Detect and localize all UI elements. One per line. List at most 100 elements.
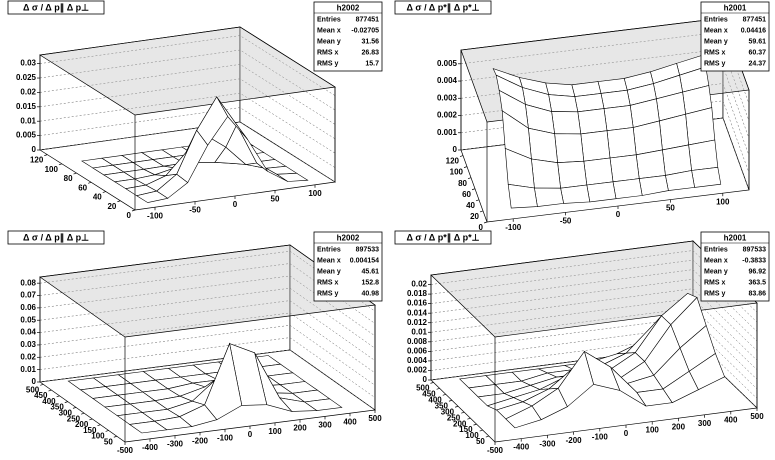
surface-cell — [507, 183, 538, 209]
x-tick-label: -200 — [192, 437, 209, 446]
x-tick-label: 200 — [672, 422, 686, 431]
panel: 0 0.001 0.002 0.003 0.004 0.005 -100 -50 0 50 100 0… — [394, 0, 770, 232]
z-tick-label: 0.025 — [16, 73, 37, 82]
stats-box — [313, 231, 383, 302]
z-tick-label: 0.07 — [20, 291, 36, 300]
y-tick-label: 100 — [91, 432, 105, 441]
stats-label: RMS x — [317, 49, 339, 56]
x-tick-label: 300 — [318, 421, 332, 430]
title-box — [394, 0, 492, 15]
z-tick-label: 0.02 — [20, 352, 36, 361]
surface-cell — [612, 178, 643, 200]
stats-value: 26.83 — [361, 49, 379, 56]
surface-cell — [554, 133, 585, 164]
x-tick-label: -300 — [539, 439, 556, 448]
z-tick-label: 0.02 — [411, 280, 427, 289]
y-tick-label: 150 — [459, 425, 473, 434]
x-tick-label: 100 — [268, 427, 282, 436]
y-tick — [467, 177, 472, 180]
surface-cell — [603, 105, 634, 132]
y-tick-label: 300 — [441, 407, 455, 416]
grid-line — [39, 275, 376, 337]
chart-title: Δ σ / Δ p∥ Δ p⊥ — [23, 2, 89, 13]
panel: 0 0.01 0.02 0.03 0.04 0.05 0.06 0.07 0.08 -500 -40… — [7, 230, 383, 455]
stats-label: Mean y — [317, 268, 341, 275]
y-tick-label: 100 — [450, 168, 464, 177]
x-tick-label: 200 — [293, 424, 307, 433]
grid-line — [39, 107, 336, 168]
y-tick — [473, 423, 477, 426]
stats-label: Mean x — [704, 257, 728, 264]
x-tick-label: -200 — [566, 436, 583, 445]
y-tick-label: 0 — [479, 223, 484, 232]
x-tick-label: 0 — [616, 210, 621, 219]
z-tick-label: 0.06 — [20, 303, 36, 312]
stats-label: Entries — [317, 246, 341, 253]
x-tick-label: 500 — [368, 414, 382, 423]
stats-box — [700, 1, 770, 72]
stats-value: 96.92 — [748, 268, 766, 275]
stats-label: RMS x — [704, 49, 726, 56]
x-tick-label: 500 — [750, 412, 764, 421]
z-tick-label: 0.012 — [407, 318, 428, 327]
x-tick-label: -400 — [142, 443, 159, 452]
stats-value: 60.37 — [748, 49, 766, 56]
grid-line — [39, 287, 376, 349]
title-box — [7, 0, 105, 15]
stats-value: 152.8 — [361, 279, 379, 286]
y-tick — [56, 395, 60, 398]
surface-cell — [609, 154, 640, 183]
y-tick-label: 400 — [42, 397, 56, 406]
surface-cell — [583, 157, 614, 186]
z-tick-label: 0.003 — [437, 93, 458, 102]
grid-line — [39, 49, 336, 111]
y-tick — [448, 399, 453, 402]
surface-cell — [548, 94, 579, 113]
y-tick — [442, 393, 446, 396]
z-tick-label: 0.08 — [20, 278, 36, 287]
grid-line — [39, 64, 336, 125]
stats-value: 363.5 — [748, 279, 766, 286]
z-tick-label: 0.018 — [407, 289, 428, 298]
grid-line — [39, 35, 336, 96]
stats-box — [313, 1, 383, 72]
y-tick-label: 450 — [422, 389, 436, 398]
surface-cell — [688, 139, 719, 171]
y-tick — [105, 430, 109, 432]
y-tick — [479, 210, 484, 213]
x-tick-label: 50 — [271, 195, 280, 204]
y-tick-label: 80 — [64, 174, 73, 183]
grid-line — [430, 278, 758, 342]
stats-label: Entries — [317, 16, 341, 23]
y-tick — [48, 389, 52, 392]
x-tick-label: -500 — [487, 446, 504, 455]
y-tick — [81, 412, 85, 415]
z-tick-label: 0.01 — [411, 327, 427, 336]
top-face — [39, 244, 376, 338]
stats-value: 40.98 — [361, 290, 379, 297]
y-tick — [483, 221, 488, 224]
stats-value: 15.7 — [365, 60, 379, 67]
x-tick-label: -300 — [167, 440, 184, 449]
stats-value: 59.61 — [748, 38, 766, 45]
x-tick-label: -500 — [117, 446, 134, 455]
surface-cell — [580, 130, 611, 162]
y-tick-label: 400 — [428, 395, 442, 404]
y-tick-label: 0 — [127, 211, 132, 220]
surface-cell — [551, 111, 582, 135]
z-tick-label: 0.016 — [407, 299, 428, 308]
stats-value: 45.61 — [361, 268, 379, 275]
stats-label: Mean y — [317, 38, 341, 45]
stats-value: 24.37 — [748, 60, 766, 67]
z-tick-label: 0.01 — [20, 365, 36, 374]
stats-label: Entries — [704, 16, 728, 23]
z-tick-label: 0.002 — [407, 366, 428, 375]
y-tick-label: 50 — [476, 437, 485, 446]
y-tick — [430, 382, 434, 384]
z-tick-label: 0.001 — [437, 128, 458, 137]
grid-line — [430, 250, 758, 313]
panel: 00.0020.0040.0060.0080.010.0120.0140.016… — [394, 230, 770, 455]
y-tick — [97, 424, 101, 427]
y-tick-label: 80 — [458, 179, 467, 188]
grid-line — [39, 312, 376, 374]
